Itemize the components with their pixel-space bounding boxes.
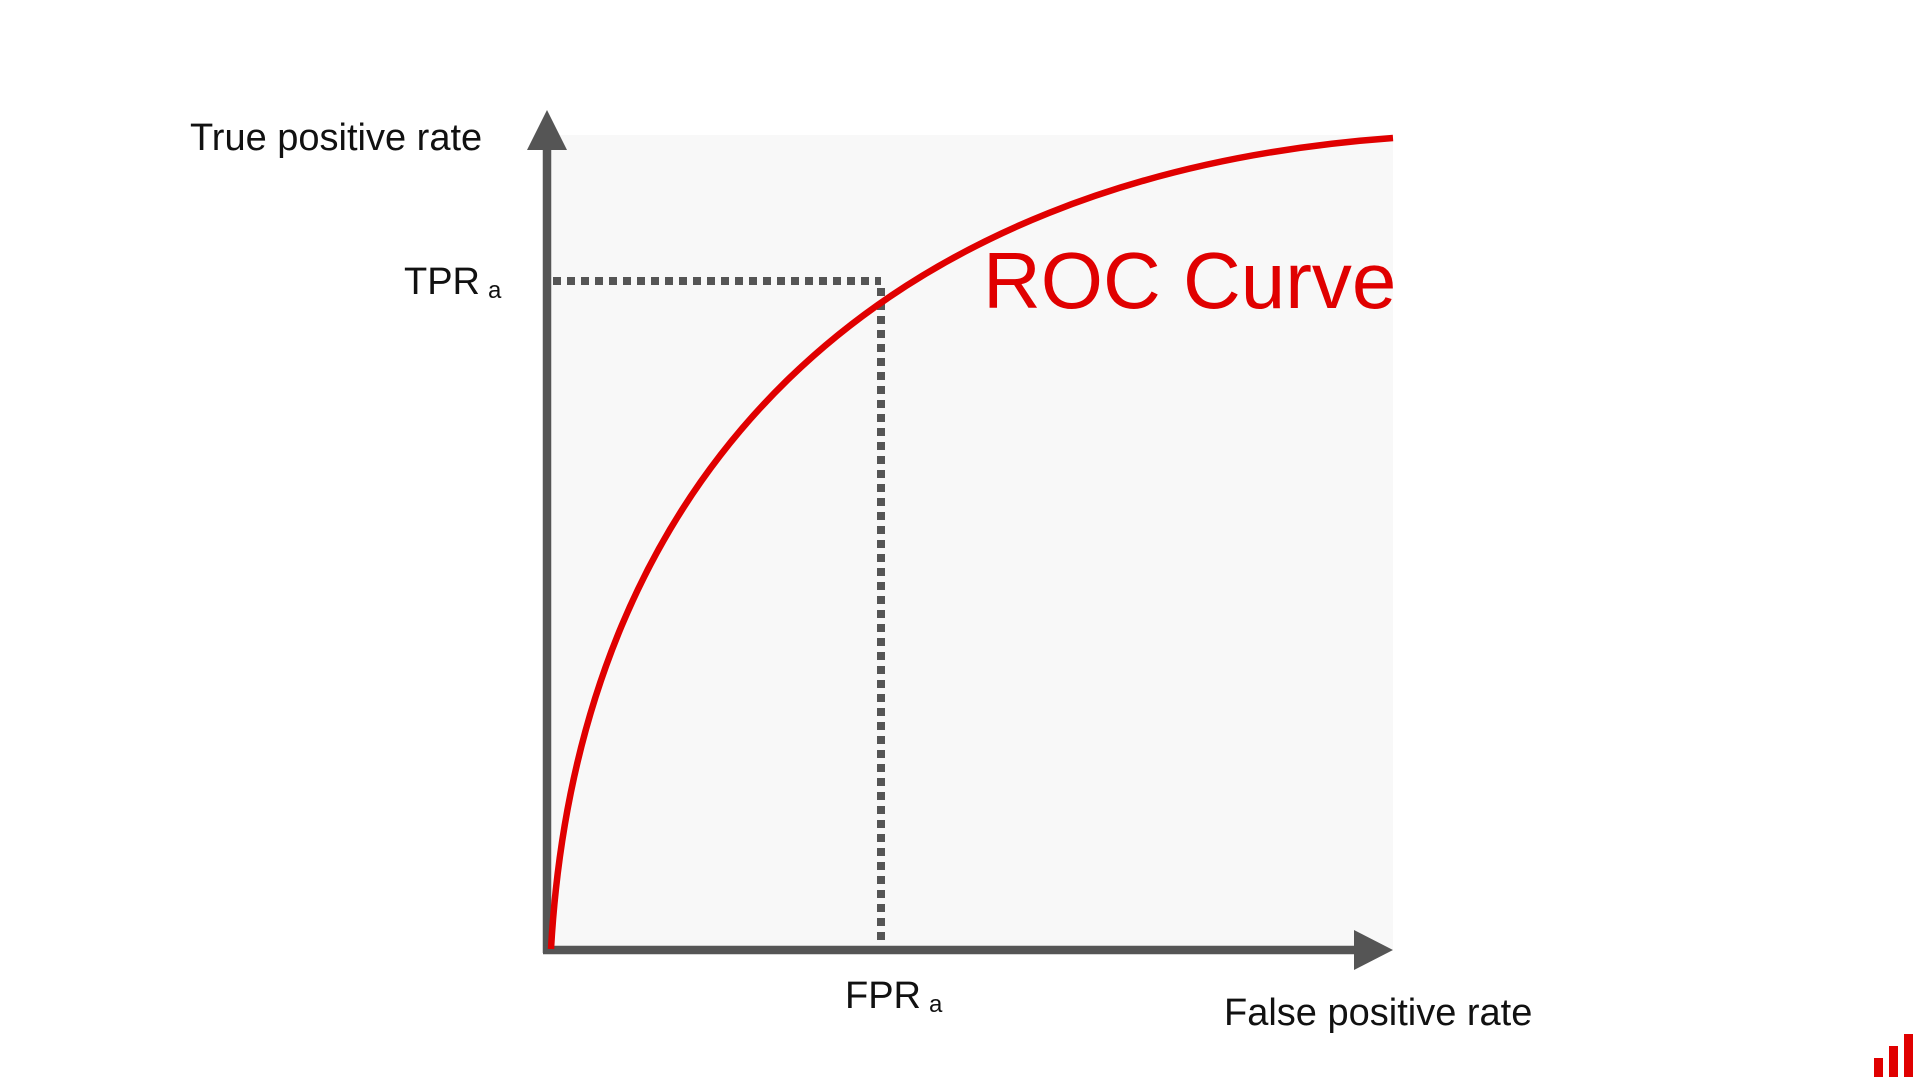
fpr-label: FPR: [845, 975, 921, 1017]
plot-area: [547, 135, 1393, 949]
y-axis-label: True positive rate: [190, 117, 482, 159]
roc-curve: [547, 134, 1394, 950]
logo: [1874, 1034, 1913, 1077]
x-axis-label: False positive rate: [1224, 992, 1532, 1034]
logo-bar: [1904, 1034, 1913, 1077]
curve-title: ROC Curve: [983, 236, 1396, 325]
logo-bar: [1889, 1046, 1898, 1077]
x-axis-arrow: [1354, 930, 1393, 970]
logo-bar: [1874, 1058, 1883, 1077]
y-axis-arrow: [527, 110, 567, 150]
fpr-subscript: a: [929, 991, 943, 1018]
tpr-subscript: a: [488, 277, 502, 304]
tpr-label: TPR: [404, 261, 480, 303]
